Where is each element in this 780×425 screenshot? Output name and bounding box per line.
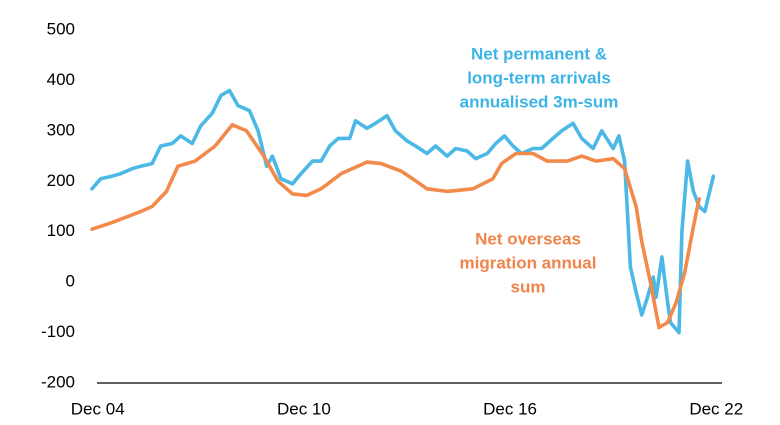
x-tick-label: Dec 10	[277, 399, 331, 418]
x-tick-label: Dec 22	[689, 399, 743, 418]
x-tick-label: Dec 16	[483, 399, 537, 418]
x-tick-label: Dec 04	[71, 399, 125, 418]
annotation: annualised 3m-sum	[460, 92, 619, 111]
y-tick-label: 500	[47, 19, 75, 38]
y-tick-label: -100	[41, 322, 75, 341]
y-tick-label: 0	[66, 272, 75, 291]
y-tick-label: 200	[47, 171, 75, 190]
annotation: Net overseas	[475, 229, 581, 248]
y-tick-label: 300	[47, 120, 75, 139]
y-tick-label: 100	[47, 221, 75, 240]
y-tick-label: -200	[41, 372, 75, 391]
annotation: Net permanent &	[471, 44, 607, 63]
y-tick-label: 400	[47, 70, 75, 89]
series-line	[90, 123, 701, 330]
series-line	[90, 88, 716, 335]
annotation: sum	[511, 277, 546, 296]
annotation: migration annual	[460, 253, 597, 272]
annotation: long-term arrivals	[467, 68, 611, 87]
